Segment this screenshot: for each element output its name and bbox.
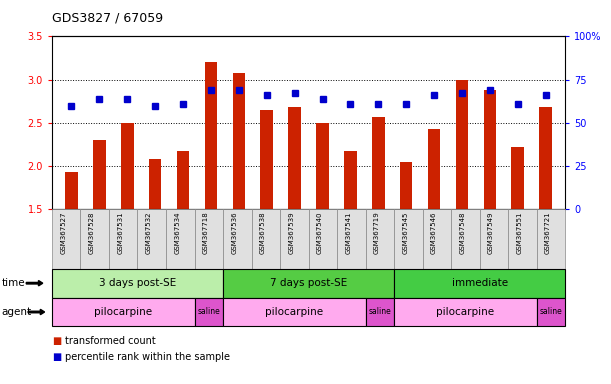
Bar xyxy=(149,159,161,209)
Bar xyxy=(456,80,468,209)
Text: GSM367549: GSM367549 xyxy=(488,211,494,254)
Bar xyxy=(511,147,524,209)
Text: GSM367546: GSM367546 xyxy=(431,211,437,254)
Bar xyxy=(260,110,273,209)
Text: pilocarpine: pilocarpine xyxy=(265,307,323,317)
Text: pilocarpine: pilocarpine xyxy=(436,307,494,317)
Bar xyxy=(372,117,384,209)
Text: saline: saline xyxy=(540,308,562,316)
Text: GSM367531: GSM367531 xyxy=(117,211,123,254)
Text: GSM367528: GSM367528 xyxy=(89,211,95,254)
Bar xyxy=(316,123,329,209)
Bar xyxy=(540,107,552,209)
Text: GSM367721: GSM367721 xyxy=(545,211,551,254)
Bar xyxy=(121,123,134,209)
Text: time: time xyxy=(2,278,26,288)
Bar xyxy=(177,151,189,209)
Bar xyxy=(233,73,245,209)
Bar xyxy=(205,62,217,209)
Bar xyxy=(400,162,412,209)
Text: GSM367527: GSM367527 xyxy=(60,211,66,254)
Bar xyxy=(428,129,441,209)
Text: saline: saline xyxy=(197,308,220,316)
Bar xyxy=(288,107,301,209)
Text: GSM367534: GSM367534 xyxy=(174,211,180,254)
Bar xyxy=(483,90,496,209)
Text: GSM367545: GSM367545 xyxy=(403,211,408,253)
Text: GSM367548: GSM367548 xyxy=(459,211,466,254)
Text: ■: ■ xyxy=(52,352,61,362)
Text: GSM367536: GSM367536 xyxy=(232,211,237,254)
Text: GSM367718: GSM367718 xyxy=(203,211,209,254)
Bar xyxy=(344,151,357,209)
Text: transformed count: transformed count xyxy=(65,336,156,346)
Text: pilocarpine: pilocarpine xyxy=(94,307,152,317)
Text: GSM367719: GSM367719 xyxy=(374,211,380,254)
Bar xyxy=(93,140,106,209)
Bar xyxy=(65,172,78,209)
Text: immediate: immediate xyxy=(452,278,508,288)
Text: GSM367551: GSM367551 xyxy=(516,211,522,254)
Text: GSM367541: GSM367541 xyxy=(345,211,351,254)
Text: ■: ■ xyxy=(52,336,61,346)
Text: 7 days post-SE: 7 days post-SE xyxy=(270,278,347,288)
Text: agent: agent xyxy=(2,307,32,317)
Text: GSM367539: GSM367539 xyxy=(288,211,295,254)
Text: saline: saline xyxy=(368,308,391,316)
Text: percentile rank within the sample: percentile rank within the sample xyxy=(65,352,230,362)
Text: GSM367540: GSM367540 xyxy=(317,211,323,254)
Text: GDS3827 / 67059: GDS3827 / 67059 xyxy=(52,12,163,25)
Text: 3 days post-SE: 3 days post-SE xyxy=(99,278,176,288)
Text: GSM367532: GSM367532 xyxy=(146,211,152,254)
Text: GSM367538: GSM367538 xyxy=(260,211,266,254)
